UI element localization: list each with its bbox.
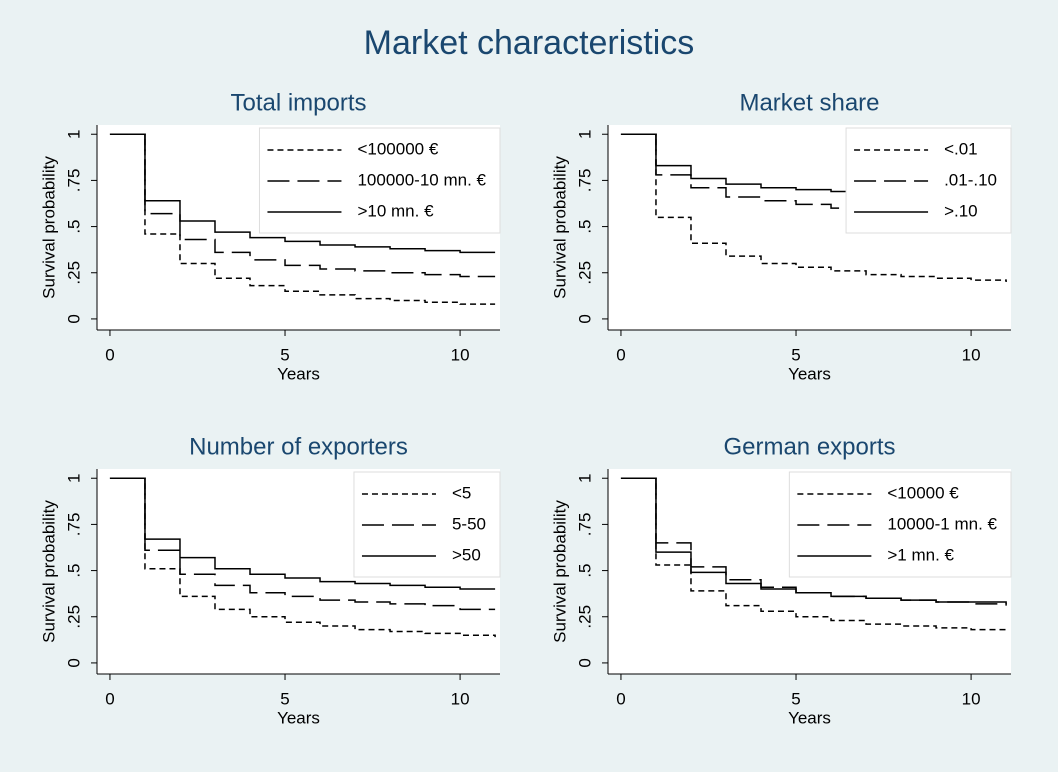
legend-label: >10 mn. €	[357, 201, 434, 220]
x-tick-label: 0	[616, 689, 625, 708]
x-tick-label: 10	[451, 345, 470, 364]
y-tick-label: .5	[575, 563, 594, 577]
survival-line	[109, 133, 496, 305]
y-tick-label: 1	[64, 473, 83, 482]
x-tick-label: 0	[105, 345, 114, 364]
y-axis-title: Survival probability	[550, 500, 569, 643]
panel-title: Total imports	[230, 89, 366, 116]
figure-title: Market characteristics	[364, 24, 695, 62]
legend-label: <10000 €	[887, 483, 959, 502]
y-tick-label: .25	[575, 605, 594, 629]
legend-label: >1 mn. €	[887, 545, 954, 564]
legend-label: 5-50	[452, 514, 486, 533]
survival-line	[109, 133, 496, 278]
y-axis-title: Survival probability	[39, 500, 58, 643]
legend-label: <.01	[944, 139, 978, 158]
legend-label: <5	[452, 483, 471, 502]
survival-line	[620, 133, 1007, 282]
legend: <100000 € 100000-10 mn. € >10 mn. €	[258, 127, 501, 234]
x-tick-label: 10	[962, 689, 981, 708]
survival-line	[620, 477, 1007, 632]
x-axis-title: Years	[277, 364, 320, 383]
y-tick-label: .75	[64, 513, 83, 537]
legend-box	[788, 471, 1012, 578]
y-tick-label: 0	[575, 314, 594, 323]
survival-line	[109, 477, 496, 590]
x-tick-label: 5	[791, 689, 800, 708]
survival-line	[620, 477, 1007, 604]
y-tick-label: .75	[64, 169, 83, 193]
legend: <10000 € 10000-1 mn. € >1 mn. €	[788, 471, 1012, 578]
x-tick-label: 10	[962, 345, 981, 364]
y-tick-label: 1	[64, 129, 83, 138]
y-tick-label: 0	[64, 314, 83, 323]
legend: <5 5-50 >50	[353, 471, 501, 578]
x-axis-title: Years	[788, 708, 831, 727]
x-axis-title: Years	[277, 708, 320, 727]
legend: <.01 .01-.10 >.10	[845, 127, 1012, 234]
legend-label: .01-.10	[944, 170, 997, 189]
legend-label: <100000 €	[357, 139, 438, 158]
legend-label: >.10	[944, 201, 978, 220]
y-tick-label: .5	[575, 219, 594, 233]
y-tick-label: 0	[64, 658, 83, 667]
y-axis-title: Survival probability	[39, 156, 58, 299]
x-tick-label: 5	[280, 345, 289, 364]
x-tick-label: 0	[105, 689, 114, 708]
survival-line	[109, 477, 496, 638]
y-tick-label: 0	[575, 658, 594, 667]
y-tick-label: .25	[575, 261, 594, 285]
survival-line	[109, 477, 496, 611]
x-tick-label: 0	[616, 345, 625, 364]
y-axis-title: Survival probability	[550, 156, 569, 299]
y-tick-label: .25	[64, 261, 83, 285]
x-tick-label: 5	[791, 345, 800, 364]
legend-label: >50	[452, 545, 481, 564]
y-tick-label: .5	[64, 563, 83, 577]
y-tick-label: .5	[64, 219, 83, 233]
x-axis-title: Years	[788, 364, 831, 383]
panel-title: Market share	[739, 89, 879, 116]
y-tick-label: .75	[575, 169, 594, 193]
panel-title: Number of exporters	[189, 433, 408, 460]
x-tick-label: 5	[280, 689, 289, 708]
legend-label: 100000-10 mn. €	[357, 170, 486, 189]
survival-line	[109, 133, 496, 254]
y-tick-label: .75	[575, 513, 594, 537]
y-tick-label: 1	[575, 129, 594, 138]
y-tick-label: .25	[64, 605, 83, 629]
y-tick-label: 1	[575, 473, 594, 482]
x-tick-label: 10	[451, 689, 470, 708]
panel-title: German exports	[723, 433, 895, 460]
legend-label: 10000-1 mn. €	[887, 514, 997, 533]
